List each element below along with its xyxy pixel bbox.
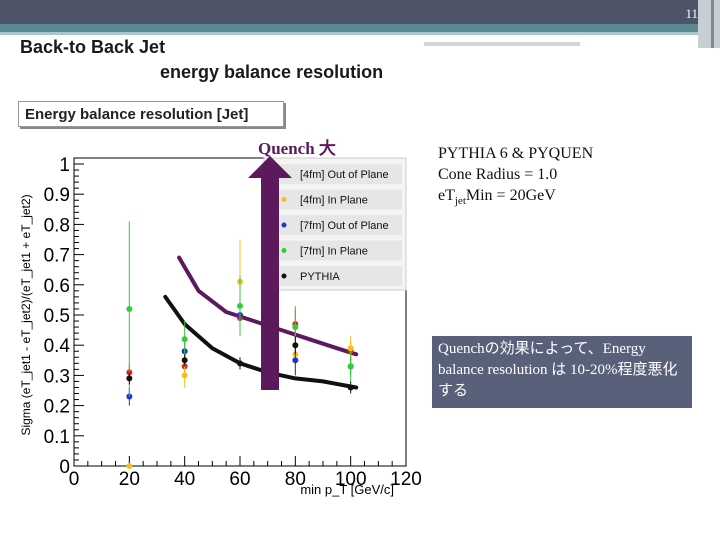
quench-arrow-shaft [261,176,279,390]
legend-marker [281,222,287,228]
fit-curve [163,294,359,390]
x-tick-label: 80 [285,469,306,490]
corner-bar-line [711,0,714,48]
data-point [292,324,299,331]
legend-label: PYTHIA [300,271,340,283]
top-stripe-light [0,32,720,35]
legend-row [268,189,402,210]
chart-legend: [4fm] Out of Plane [4fm] In Plane [7fm] Ou… [248,156,407,390]
y-tick-label: 0.8 [44,215,70,236]
data-point [237,360,243,367]
legend-row [268,164,402,184]
data-point [237,302,243,309]
legend-label: [7fm] In Plane [300,246,368,258]
legend-label: [4fm] In Plane [300,195,368,207]
slide-title-line1: Back-to Back Jet [20,37,166,57]
data-point [181,372,188,379]
slide-title-line2: energy balance resolution [160,62,384,82]
data-point [347,384,354,391]
legend-label: [7fm] Out of Plane [300,220,389,232]
chart-title: Energy balance resolution [Jet] [18,101,284,127]
info-line1: PYTHIA 6 & PYQUEN [438,145,594,162]
y-tick-label: 0.2 [44,397,70,418]
data-point [181,357,188,364]
legend-row [268,240,402,261]
top-stripe [0,24,720,32]
info-line2: Cone Radius = 1.0 [438,166,558,183]
info-line3-sub: jet [454,195,466,208]
corner-bar [698,0,720,48]
quench-arrow-head [248,156,292,178]
x-tick-label: 120 [390,469,422,490]
y-tick-label: 0.4 [44,336,71,357]
legend-label: [4fm] Out of Plane [300,169,389,181]
x-tick-label: 40 [174,469,195,490]
y-tick-label: 0.6 [44,276,70,297]
quench-label: Quench 大 [258,139,336,158]
legend-marker [281,197,287,202]
data-point [126,463,133,469]
data-point [292,342,299,349]
data-point [347,363,354,370]
info-block: PYTHIA 6 & PYQUEN Cone Radius = 1.0 eTje… [438,143,593,212]
x-tick-label: 100 [335,469,367,490]
y-axis-label: Sigma (eT_jet1 - eT_jet2)/(eT_jet1 + eT_… [19,194,33,435]
y-tick-label: 0.1 [44,427,70,448]
chart-axes: 0 0.1 0.2 0.3 0.4 0.5 0.6 0.7 0.8 0.9 1 0 20 40 60 80 10… [19,155,422,497]
data-point [292,357,299,364]
x-tick-label: 20 [119,469,140,490]
data-point [181,336,188,343]
legend-row [268,215,402,235]
data-point [347,345,354,352]
y-tick-label: 0 [59,457,70,478]
info-line3-post: Min = 20GeV [465,187,556,204]
chart: 0 0.1 0.2 0.3 0.4 0.5 0.6 0.7 0.8 0.9 1 0 20 40 60 80 10… [19,155,422,497]
x-tick-label: 0 [69,469,80,490]
title-accent-bar [424,42,580,46]
legend-row [268,266,402,286]
y-tick-label: 0.9 [44,185,70,206]
y-tick-label: 0.3 [44,366,70,387]
result-note: Quenchの効果によって、Energy balance resolution … [432,336,692,408]
info-line3-pre: eT [438,187,455,204]
x-axis-label: min p_T [GeV/c] [300,482,394,497]
y-tick-label: 1 [59,155,70,176]
x-tick-label: 60 [229,469,250,490]
info-line3: eTjetMin = 20GeV [438,185,593,212]
y-tick-label: 0.5 [44,306,70,327]
top-band [0,0,720,24]
legend-marker [281,273,287,279]
legend-marker [281,248,287,253]
data-point [126,305,133,312]
chart-points [126,221,354,469]
y-tick-label: 0.7 [44,246,70,267]
page-number: 11 [685,6,698,21]
data-point [126,375,133,382]
